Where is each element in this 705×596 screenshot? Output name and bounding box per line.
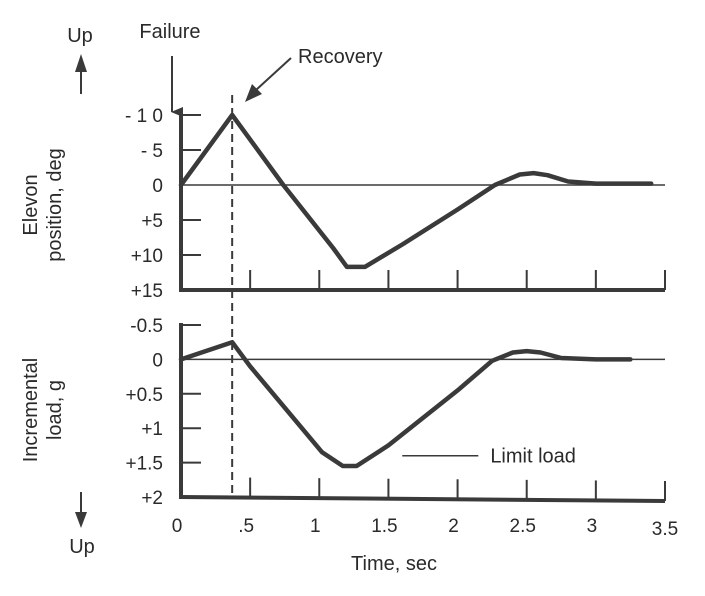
x-tick-label: 3.5 (652, 519, 678, 540)
elevon-y-tick-label: - 1 0 (125, 106, 163, 127)
x-tick-label: 1 (310, 516, 321, 537)
load-y-title-line2: load, g (44, 380, 66, 440)
elevon-y-title-line1: Elevon (20, 174, 42, 235)
x-tick-label: 2 (448, 516, 459, 537)
down-arrow-icon (75, 492, 87, 528)
load-y-tick-label: +1 (141, 419, 163, 440)
elevon-y-tick-label: - 5 (141, 141, 163, 162)
elevon-y-tick-label: +5 (141, 211, 163, 232)
up-label-top: Up (67, 25, 93, 47)
x-tick-label: .5 (238, 516, 254, 537)
load-y-title-line1: Incremental (20, 358, 42, 463)
x-tick-label: 1.5 (371, 516, 397, 537)
elevon-chart: Elevon position, deg Up - 1 0 - 5 0 +5 +10 +1… (20, 25, 666, 302)
failure-annotation: Failure (139, 21, 201, 117)
recovery-arrow-icon (245, 57, 292, 102)
load-chart: Incremental load, g Up -0.5 0 +0.5 +1 +1.5 +2… (20, 316, 666, 558)
load-y-tick-label: 0 (152, 350, 163, 371)
recovery-annotation: Recovery (245, 46, 382, 102)
x-axis-title: Time, sec (351, 553, 437, 575)
elevon-y-axis-title: Elevon position, deg (20, 148, 66, 261)
load-y-tick-label: +1.5 (125, 454, 163, 475)
x-tick-label: 3 (587, 516, 598, 537)
limit-load-label: Limit load (490, 446, 576, 468)
load-y-axis-title: Incremental load, g (20, 358, 66, 463)
failure-label: Failure (139, 21, 200, 43)
x-tick-label: 2.5 (510, 516, 536, 537)
elevon-y-title-line2: position, deg (44, 148, 66, 261)
elevon-y-tick-label: 0 (152, 176, 163, 197)
elevon-y-tick-label: +10 (131, 246, 163, 267)
load-y-tick-label: +2 (141, 488, 163, 509)
elevon-y-tick-label: +15 (131, 281, 163, 302)
x-tick-labels: 0 .5 1 1.5 2 2.5 3 3.5 (172, 516, 679, 540)
load-y-tick-label: +0.5 (125, 385, 163, 406)
load-y-tick-label: -0.5 (130, 316, 163, 337)
x-tick-label: 0 (172, 516, 183, 537)
elevon-series-line (178, 112, 654, 270)
load-x-axis (178, 495, 666, 503)
load-series-line (178, 339, 633, 469)
recovery-label: Recovery (298, 46, 382, 68)
up-arrow-icon (75, 54, 87, 94)
up-label-bottom: Up (69, 536, 95, 558)
